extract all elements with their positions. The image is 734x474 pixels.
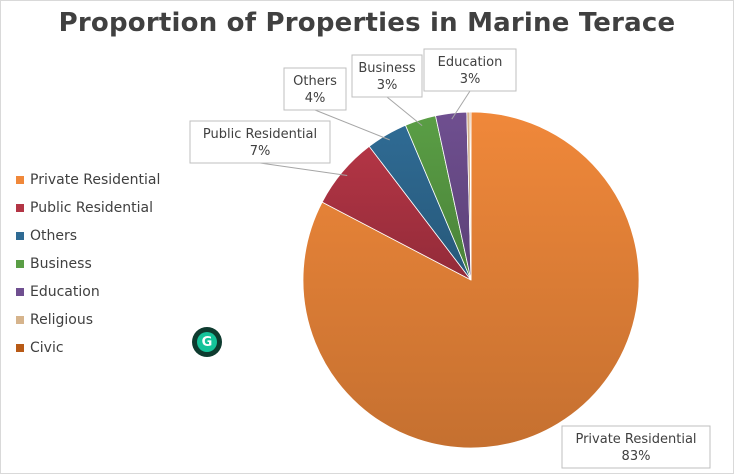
- legend-label: Civic: [30, 340, 64, 356]
- data-label-box-business: [351, 54, 423, 98]
- legend-label: Business: [30, 256, 92, 272]
- legend-item-business: Business: [16, 250, 160, 278]
- grammarly-letter: G: [197, 332, 217, 352]
- legend-item-civic: Civic: [16, 334, 160, 362]
- data-label-category: Others: [293, 74, 337, 89]
- legend-swatch: [16, 176, 24, 184]
- legend-item-others: Others: [16, 222, 160, 250]
- data-label-percent: 3%: [377, 78, 398, 93]
- data-label-box-education: [423, 48, 517, 92]
- legend-swatch: [16, 316, 24, 324]
- leader-line-public-residential: [259, 162, 348, 176]
- legend-item-private-residential: Private Residential: [16, 166, 160, 194]
- data-label-percent: 4%: [305, 91, 326, 106]
- data-label-box-others: [283, 67, 347, 111]
- legend-swatch: [16, 232, 24, 240]
- chart-title: Proportion of Properties in Marine Terac…: [58, 8, 676, 38]
- data-label-percent: 7%: [250, 144, 271, 159]
- leader-line-others: [314, 109, 390, 141]
- legend-label: Others: [30, 228, 78, 244]
- data-label-category: Public Residential: [203, 127, 317, 142]
- legend-swatch: [16, 204, 24, 212]
- legend-swatch: [16, 260, 24, 268]
- data-label-category: Business: [358, 61, 416, 76]
- legend-item-education: Education: [16, 278, 160, 306]
- legend-label: Private Residential: [30, 172, 161, 188]
- leader-line-education: [451, 90, 471, 120]
- legend: Private Residential Public Residential Oth…: [16, 166, 160, 362]
- data-label-percent: 83%: [622, 449, 651, 464]
- data-label-box-public-residential: [189, 120, 331, 164]
- data-label-category: Education: [438, 55, 503, 70]
- data-label-box-private-residential: [561, 425, 711, 469]
- data-label-percent: 3%: [460, 72, 481, 87]
- leader-line-business: [386, 96, 423, 126]
- legend-swatch: [16, 288, 24, 296]
- legend-item-religious: Religious: [16, 306, 160, 334]
- pie-slice-civic: [469, 111, 472, 281]
- grammarly-icon[interactable]: G: [192, 327, 222, 357]
- legend-swatch: [16, 344, 24, 352]
- data-label-category: Private Residential: [575, 432, 696, 447]
- legend-label: Public Residential: [30, 200, 153, 216]
- legend-item-public-residential: Public Residential: [16, 194, 160, 222]
- legend-label: Education: [30, 284, 100, 300]
- legend-label: Religious: [30, 312, 93, 328]
